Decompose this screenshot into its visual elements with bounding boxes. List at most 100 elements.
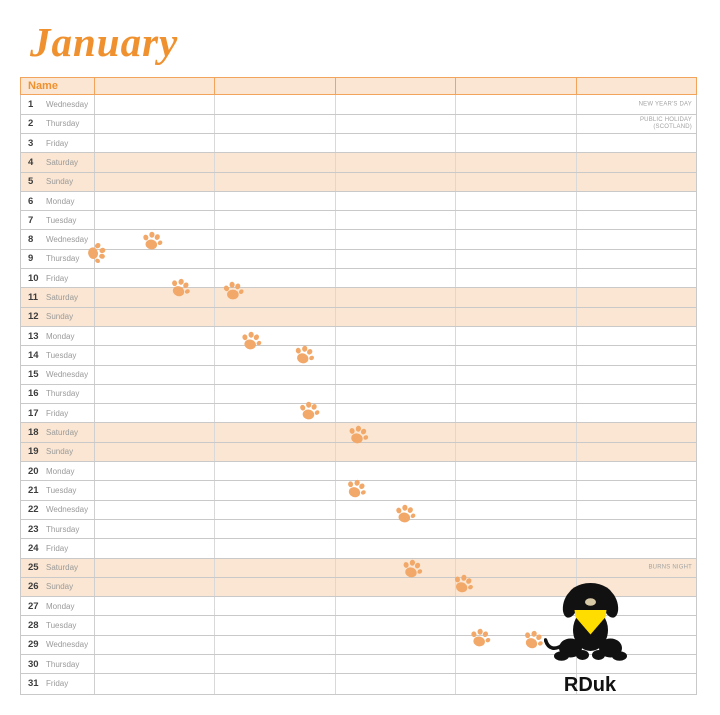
calendar-row: 24 Friday xyxy=(21,539,696,559)
entry-cell xyxy=(94,635,214,654)
entry-cell xyxy=(455,230,575,249)
calendar-table: Name 1 Wednesday NEW YEAR'S DAY 2 Thursd… xyxy=(20,77,697,695)
paw-print-icon xyxy=(238,328,264,353)
entry-cell xyxy=(94,442,214,462)
entry-cell xyxy=(575,211,696,230)
paw-print-icon xyxy=(166,274,194,302)
entry-cell xyxy=(94,519,214,539)
header-cell xyxy=(334,78,455,95)
calendar-row: 6 Monday xyxy=(21,191,696,212)
weekday-label: Tuesday xyxy=(46,621,77,631)
entry-cell xyxy=(334,307,455,326)
entry-cell xyxy=(334,655,455,674)
day-cell: 19 Sunday xyxy=(21,443,94,461)
weekday-label: Friday xyxy=(46,679,69,689)
day-cell: 27 Monday xyxy=(21,597,94,615)
entry-cell xyxy=(334,384,455,404)
entry-cell xyxy=(214,500,334,519)
weekday-label: Friday xyxy=(46,273,69,283)
calendar-row: 28 Tuesday xyxy=(21,616,696,636)
calendar-row: 22 Wednesday xyxy=(21,500,696,520)
weekday-label: Thursday xyxy=(46,524,80,534)
entry-cell xyxy=(575,133,696,153)
entry-cell xyxy=(455,404,575,423)
day-cell: 31 Friday xyxy=(21,674,94,693)
calendar-row: 25 Saturday BURNS NIGHT xyxy=(21,558,696,578)
entry-cell xyxy=(455,462,575,481)
entry-cell xyxy=(214,577,334,597)
entry-cell xyxy=(334,133,455,153)
calendar-row: 16 Thursday xyxy=(21,384,696,405)
day-number: 16 xyxy=(28,388,39,400)
header-cell xyxy=(575,78,696,95)
weekday-label: Wednesday xyxy=(46,640,89,650)
day-cell: 9 Thursday xyxy=(21,250,94,268)
day-number: 19 xyxy=(28,446,39,458)
entry-cell xyxy=(334,674,455,694)
day-number: 2 xyxy=(28,118,34,130)
entry-cell xyxy=(455,95,575,114)
entry-cell xyxy=(94,249,214,269)
entry-cell xyxy=(94,597,214,616)
day-number: 3 xyxy=(28,137,34,149)
weekday-label: Monday xyxy=(46,196,75,206)
entry-cell xyxy=(575,481,696,500)
entry-cell xyxy=(214,481,334,500)
entry-cell xyxy=(214,307,334,326)
header-cell xyxy=(214,78,334,95)
entry-cell: NEW YEAR'S DAY xyxy=(575,95,696,114)
entry-cell xyxy=(94,539,214,558)
entry-cell xyxy=(575,346,696,365)
day-cell: 17 Friday xyxy=(21,404,94,422)
entry-cell xyxy=(455,481,575,500)
weekday-label: Sunday xyxy=(46,582,74,592)
entry-cell: PUBLIC HOLIDAY (SCOTLAND) xyxy=(575,114,696,133)
entry-cell xyxy=(334,326,455,346)
day-number: 13 xyxy=(28,330,39,342)
entry-cell xyxy=(575,462,696,481)
entry-cell xyxy=(334,191,455,211)
day-number: 9 xyxy=(28,253,34,265)
day-number: 22 xyxy=(28,504,39,516)
calendar-row: 8 Wednesday xyxy=(21,230,696,250)
entry-cell xyxy=(214,558,334,577)
day-cell: 2 Thursday xyxy=(21,115,94,133)
paw-print-icon xyxy=(297,399,322,423)
entry-cell xyxy=(94,133,214,153)
entry-cell xyxy=(455,288,575,307)
entry-cell xyxy=(334,597,455,616)
weekday-label: Friday xyxy=(46,543,69,553)
entry-cell xyxy=(334,249,455,269)
day-number: 29 xyxy=(28,639,39,651)
calendar-row: 10 Friday xyxy=(21,269,696,289)
entry-cell xyxy=(455,423,575,442)
entry-cell xyxy=(455,384,575,404)
entry-cell xyxy=(214,326,334,346)
weekday-label: Thursday xyxy=(46,659,80,669)
entry-cell xyxy=(94,230,214,249)
entry-cell xyxy=(94,326,214,346)
day-cell: 1 Wednesday xyxy=(21,95,94,113)
day-cell: 21 Tuesday xyxy=(21,481,94,499)
paw-print-icon xyxy=(222,280,245,302)
entry-cell xyxy=(94,191,214,211)
entry-cell xyxy=(214,423,334,442)
entry-cell xyxy=(334,230,455,249)
day-cell: 14 Tuesday xyxy=(21,346,94,364)
entry-cell xyxy=(334,172,455,191)
entry-cell xyxy=(455,500,575,519)
entry-cell xyxy=(334,269,455,288)
day-number: 15 xyxy=(28,369,39,381)
day-cell: 28 Tuesday xyxy=(21,616,94,634)
entry-cell xyxy=(334,153,455,172)
day-cell: 30 Thursday xyxy=(21,655,94,673)
rduk-logo: RDuk xyxy=(543,582,636,697)
day-number: 1 xyxy=(28,99,34,111)
entry-cell xyxy=(334,365,455,384)
entry-cell xyxy=(575,191,696,211)
calendar-header-row: Name xyxy=(20,77,697,96)
entry-cell xyxy=(575,307,696,326)
weekday-label: Wednesday xyxy=(46,370,89,380)
entry-cell xyxy=(94,577,214,597)
day-cell: 24 Friday xyxy=(21,539,94,557)
